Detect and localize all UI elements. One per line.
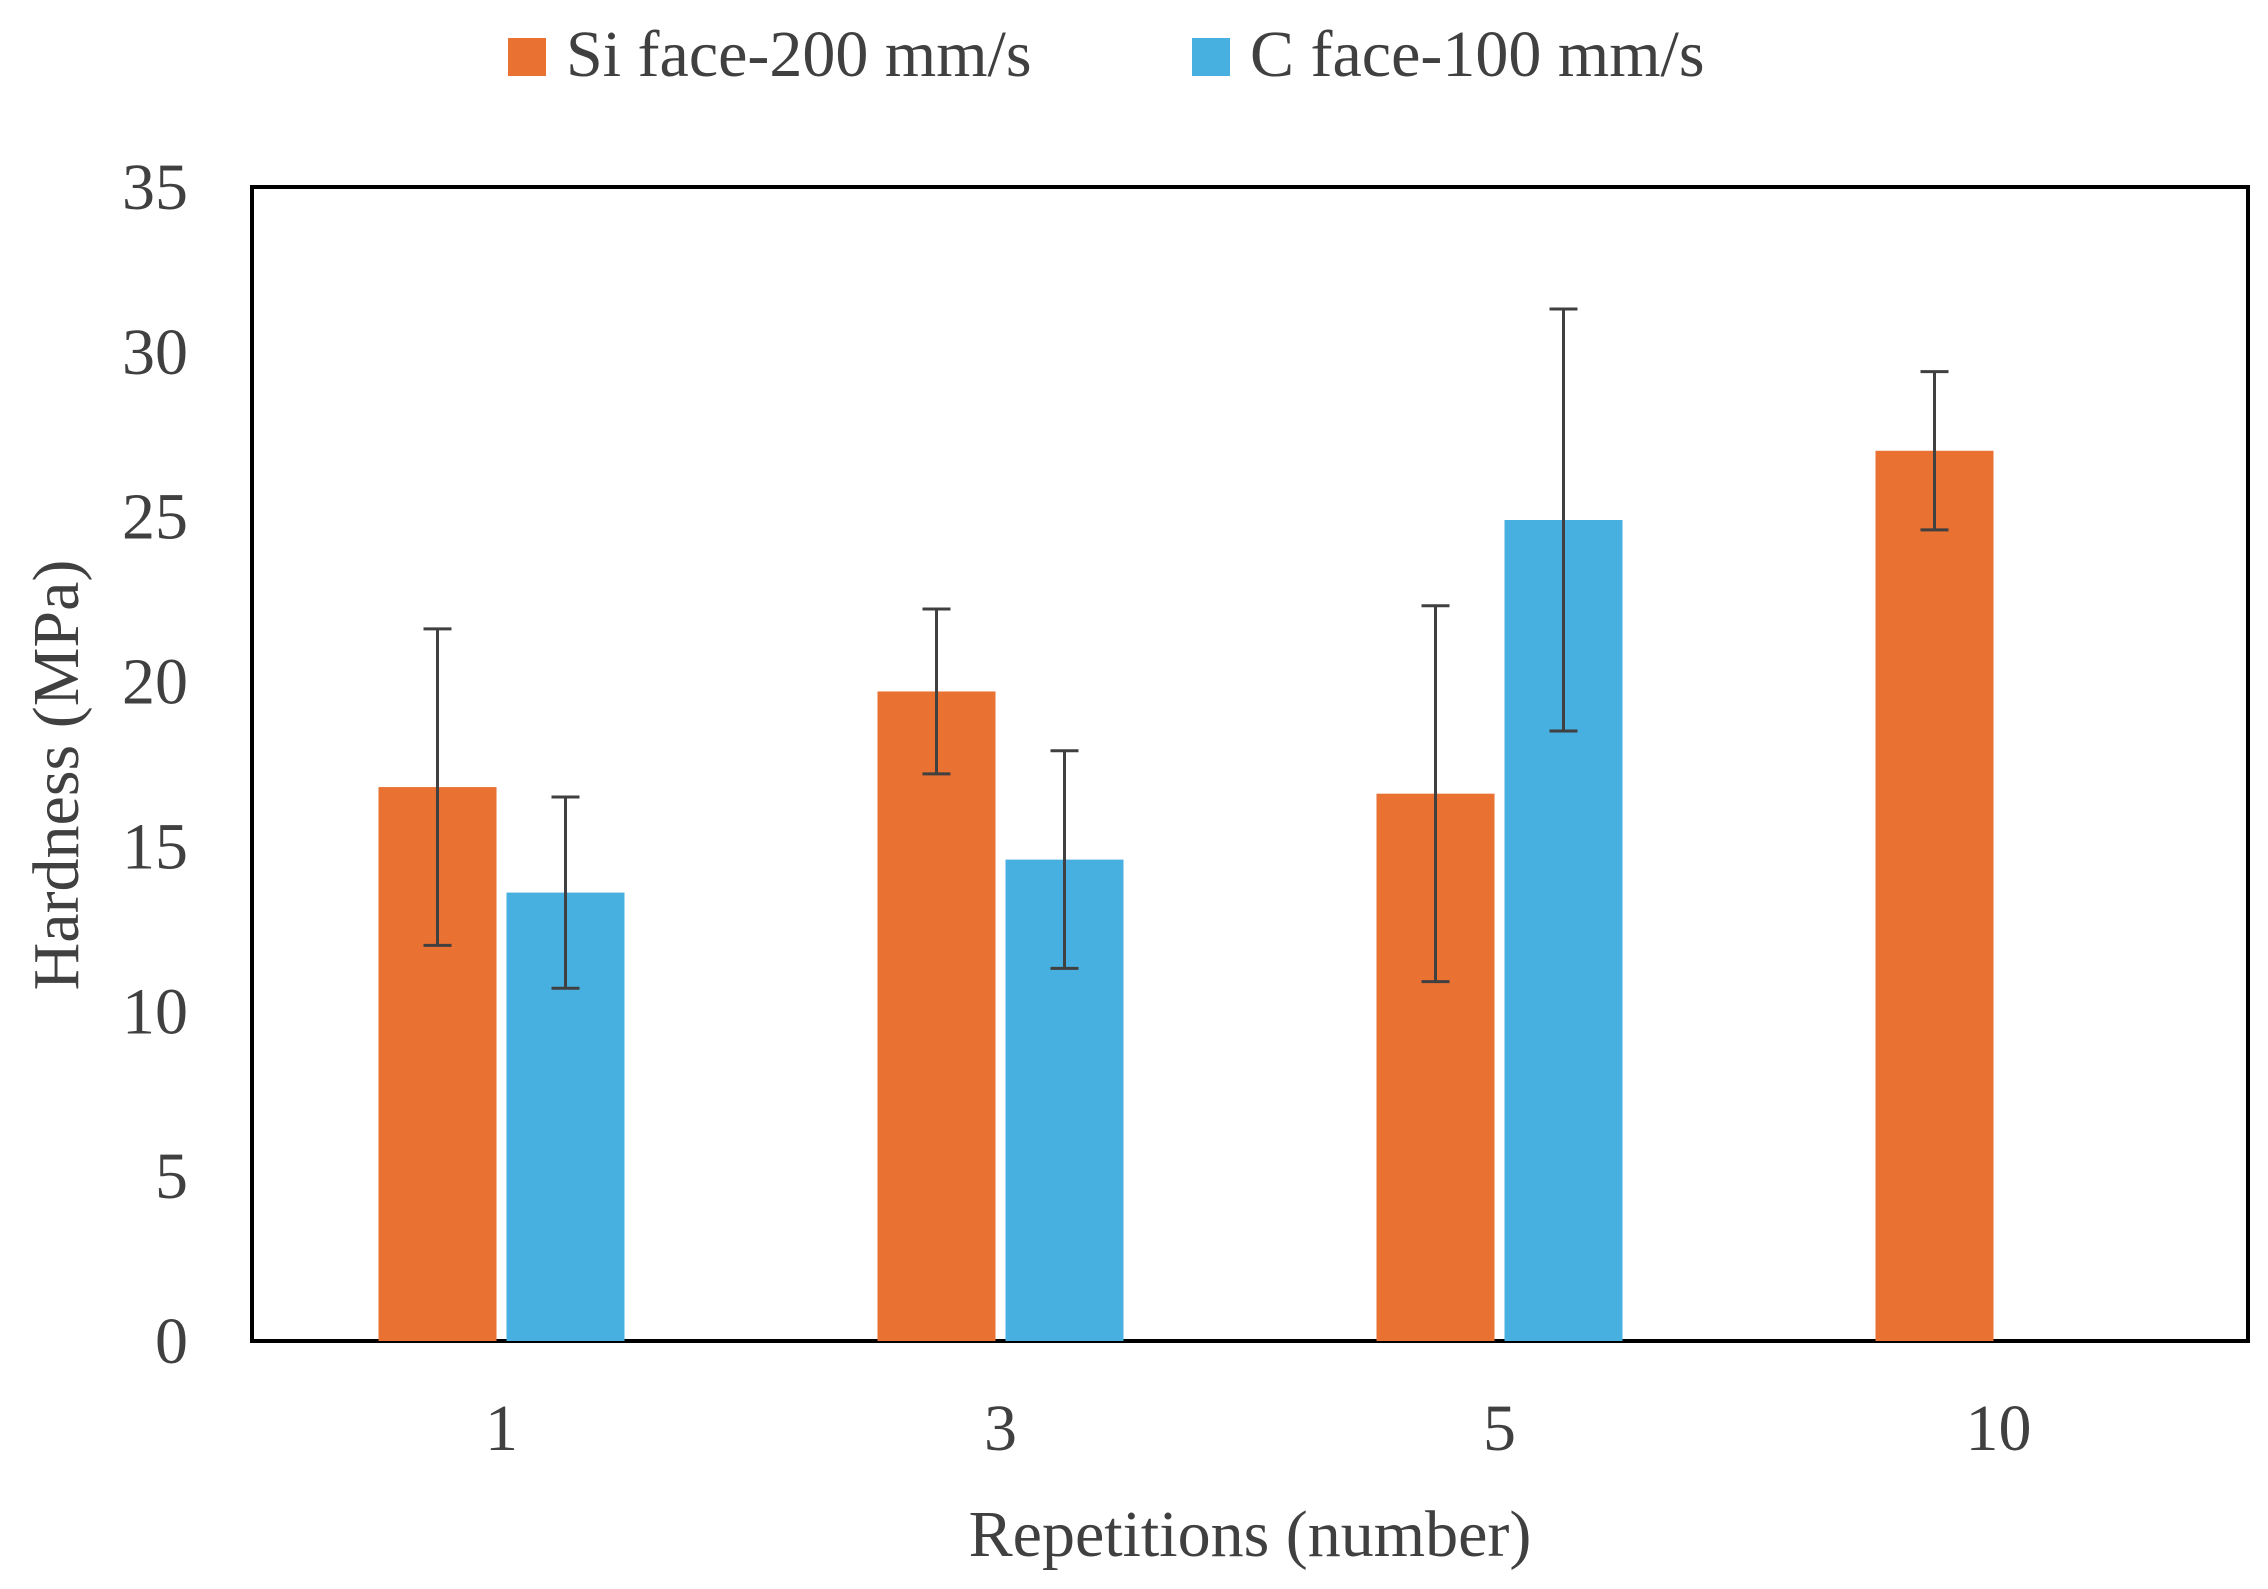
y-tick-label: 20 [122,646,188,719]
plot-area-frame [250,185,2250,1343]
bar [1875,450,1994,1341]
bar [877,691,996,1341]
y-tick-label: 30 [122,316,188,389]
x-tick-label: 10 [1966,1392,2032,1465]
y-tick-label: 25 [122,481,188,554]
y-axis-label: Hardness (MPa) [20,560,93,991]
legend-swatch [508,38,546,76]
y-tick-label: 5 [155,1140,188,1213]
y-tick-label: 15 [122,810,188,883]
legend-label: Si face-200 mm/s [566,18,1032,91]
error-bars-group [423,307,1949,990]
y-tick-label: 0 [155,1305,188,1378]
legend-swatch [1192,38,1230,76]
x-tick-label: 5 [1483,1392,1516,1465]
x-tick-label: 3 [984,1392,1017,1465]
legend: Si face-200 mm/s C face-100 mm/s [508,18,1705,91]
x-axis-label: Repetitions (number) [969,1498,1532,1571]
bars-group [378,450,1994,1341]
y-tick-label: 35 [122,151,188,224]
x-axis-ticks: 1 3 5 10 [485,1392,2032,1465]
y-tick-label: 10 [122,975,188,1048]
y-axis-ticks: 0 5 10 15 20 25 30 35 [122,151,188,1378]
x-tick-label: 1 [485,1392,518,1465]
legend-label: C face-100 mm/s [1250,18,1705,91]
